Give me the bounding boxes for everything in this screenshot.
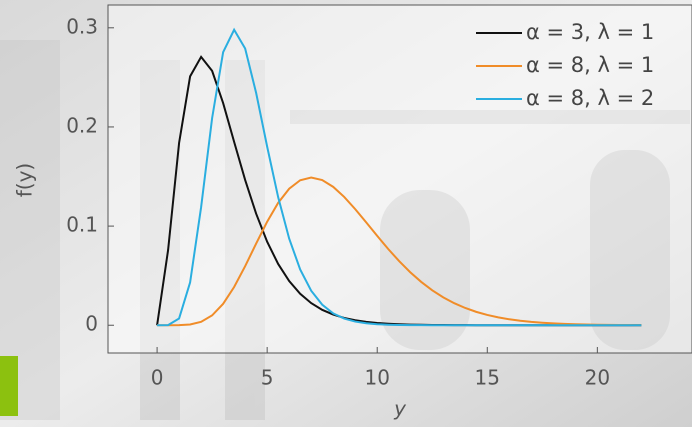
x-axis-label: y [393, 397, 407, 421]
y-tick-label: 0.3 [66, 14, 98, 38]
series-line [157, 27, 642, 327]
y-axis-label: f(y) [13, 163, 37, 197]
x-tick-label: 20 [585, 366, 610, 390]
x-tick-label: 10 [364, 366, 389, 390]
legend-label: α = 8, λ = 1 [526, 53, 654, 77]
y-tick-label: 0.2 [66, 113, 98, 137]
green-badge [0, 356, 18, 416]
legend-label: α = 8, λ = 2 [526, 86, 654, 110]
x-tick-label: 5 [261, 366, 274, 390]
series-line [157, 176, 642, 327]
y-tick-label: 0.1 [66, 213, 98, 237]
x-tick-label: 0 [151, 366, 164, 390]
legend-label: α = 3, λ = 1 [526, 20, 654, 44]
building-photo [0, 40, 690, 420]
x-tick-label: 15 [475, 366, 500, 390]
y-tick-label: 0 [85, 312, 98, 336]
